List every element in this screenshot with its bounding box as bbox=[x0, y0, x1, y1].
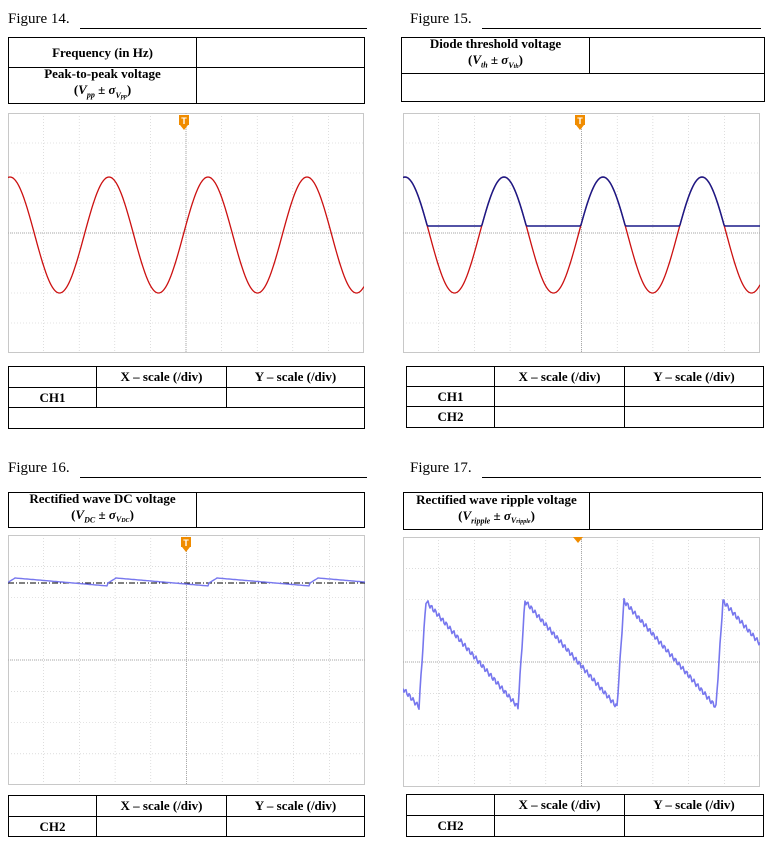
threshold-label: Diode threshold voltage bbox=[429, 36, 562, 52]
dc-voltage-label: Rectified wave DC voltage bbox=[29, 490, 176, 506]
figure-16-caption-line[interactable] bbox=[80, 477, 367, 478]
ripple-voltage-label-cell: Rectified wave ripple voltage (Vripple ±… bbox=[404, 491, 590, 529]
trigger-arrow-icon bbox=[180, 125, 188, 130]
figure-15-oscilloscope-screen: T bbox=[403, 113, 760, 353]
threshold-symbol: (Vth ± σVth) bbox=[467, 52, 524, 70]
peak-to-peak-label-cell: Peak-to-peak voltage (Vpp ± σVpp) bbox=[9, 66, 197, 103]
ch1-sine-trace bbox=[8, 176, 364, 294]
peak-to-peak-label: Peak-to-peak voltage bbox=[44, 66, 161, 82]
x-scale-header: X – scale (/div) bbox=[97, 367, 227, 388]
y-scale-header-text: Y – scale (/div) bbox=[653, 797, 735, 812]
y-scale-header: Y – scale (/div) bbox=[227, 367, 364, 388]
frequency-value-cell[interactable] bbox=[197, 38, 364, 68]
figure-15-measurement-table: Diode threshold voltage (Vth ± σVth) bbox=[401, 36, 765, 102]
figure-14-scope-svg: T bbox=[8, 113, 364, 353]
ch2-x-scale-value[interactable] bbox=[495, 407, 625, 427]
scale-corner-cell bbox=[407, 795, 495, 816]
peak-to-peak-symbol: (Vpp ± σVpp) bbox=[73, 82, 132, 100]
figure-14-scale-table: X – scale (/div) Y – scale (/div) CH1 bbox=[8, 366, 365, 429]
x-scale-header-text: X – scale (/div) bbox=[120, 369, 203, 384]
y-scale-header: Y – scale (/div) bbox=[227, 796, 364, 817]
figure-15-scope-svg: T bbox=[403, 113, 760, 353]
figure-16-measurement-table: Rectified wave DC voltage (VDC ± σVDC) bbox=[8, 490, 365, 528]
figure-17-caption-line[interactable] bbox=[482, 477, 761, 478]
frequency-label-cell: Frequency (in Hz) bbox=[9, 38, 197, 68]
y-scale-header: Y – scale (/div) bbox=[625, 367, 763, 387]
figure-15-scale-table: X – scale (/div) Y – scale (/div) CH1 CH… bbox=[406, 366, 764, 428]
figure-17-scope-svg bbox=[403, 537, 760, 787]
ripple-voltage-symbol: (Vripple ± σVripple) bbox=[458, 507, 535, 526]
dc-voltage-symbol: (VDC ± σVDC) bbox=[71, 506, 134, 525]
ch2-ripple-trace bbox=[403, 597, 760, 710]
figure-16-scope-svg: T bbox=[8, 535, 365, 785]
ch1-label-text: CH1 bbox=[39, 389, 66, 405]
x-scale-header-text: X – scale (/div) bbox=[518, 797, 601, 812]
threshold-value-cell[interactable] bbox=[590, 38, 764, 74]
figure-14-measurement-table: Frequency (in Hz) Peak-to-peak voltage (… bbox=[8, 37, 365, 104]
trigger-marker-label: T bbox=[577, 116, 583, 126]
y-scale-header: Y – scale (/div) bbox=[625, 795, 763, 816]
peak-to-peak-value-cell[interactable] bbox=[197, 68, 364, 103]
ch2-label-text: CH2 bbox=[437, 818, 464, 833]
figure-15-title: Figure 15. bbox=[410, 11, 472, 27]
scale-corner-cell bbox=[9, 796, 97, 817]
ch2-clipped-trace bbox=[403, 176, 760, 227]
figure-16-title: Figure 16. bbox=[8, 460, 70, 476]
scale-corner-cell bbox=[407, 367, 495, 387]
ch1-y-scale-value[interactable] bbox=[625, 387, 763, 407]
ch2-y-scale-value[interactable] bbox=[625, 407, 763, 427]
ripple-voltage-value-cell[interactable] bbox=[590, 493, 762, 529]
trigger-arrow-icon bbox=[576, 125, 584, 130]
ch1-label: CH1 bbox=[407, 387, 495, 407]
figure-15-caption-line[interactable] bbox=[482, 28, 761, 29]
figure-17-oscilloscope-screen bbox=[403, 537, 760, 787]
ch1-label: CH1 bbox=[9, 388, 97, 408]
x-scale-header-text: X – scale (/div) bbox=[518, 368, 601, 384]
ch2-label: CH2 bbox=[9, 817, 97, 836]
trigger-marker-icon bbox=[181, 537, 191, 547]
y-scale-header-text: Y – scale (/div) bbox=[254, 369, 337, 384]
ch1-y-scale-value[interactable] bbox=[227, 388, 364, 408]
ch1-x-scale-value[interactable] bbox=[97, 388, 227, 408]
trigger-marker-icon bbox=[179, 115, 189, 125]
threshold-label-cell: Diode threshold voltage (Vth ± σVth) bbox=[402, 36, 590, 74]
x-scale-header: X – scale (/div) bbox=[495, 367, 625, 387]
figure-16-scale-table: X – scale (/div) Y – scale (/div) CH2 bbox=[8, 795, 365, 837]
figure-14-oscilloscope-screen: T bbox=[8, 113, 364, 353]
ch2-label: CH2 bbox=[407, 407, 495, 427]
x-scale-header-text: X – scale (/div) bbox=[120, 798, 203, 813]
figure-17-scale-table: X – scale (/div) Y – scale (/div) CH2 bbox=[406, 794, 764, 837]
threshold-blank-row[interactable] bbox=[402, 74, 764, 101]
figure-16-oscilloscope-screen: T bbox=[8, 535, 365, 785]
figure-17-measurement-table: Rectified wave ripple voltage (Vripple ±… bbox=[403, 492, 763, 530]
trigger-arrow-icon bbox=[573, 537, 583, 543]
ripple-voltage-label: Rectified wave ripple voltage bbox=[416, 491, 577, 507]
ch2-label: CH2 bbox=[407, 816, 495, 836]
trigger-marker-icon bbox=[575, 115, 585, 125]
y-scale-header-text: Y – scale (/div) bbox=[254, 798, 337, 813]
ch1-label-text: CH1 bbox=[437, 388, 464, 404]
frequency-label: Frequency (in Hz) bbox=[52, 44, 153, 60]
trigger-marker-label: T bbox=[181, 116, 187, 126]
figure-14-caption-line[interactable] bbox=[80, 28, 367, 29]
dc-voltage-value-cell[interactable] bbox=[197, 493, 364, 527]
ch2-x-scale-value[interactable] bbox=[97, 817, 227, 836]
x-scale-header: X – scale (/div) bbox=[495, 795, 625, 816]
figure-14-title: Figure 14. bbox=[8, 11, 70, 27]
trigger-marker-label: T bbox=[183, 538, 189, 548]
ch2-label-text: CH2 bbox=[437, 409, 464, 424]
ch2-x-scale-value[interactable] bbox=[495, 816, 625, 836]
ch2-y-scale-value[interactable] bbox=[227, 817, 364, 836]
trigger-arrow-icon bbox=[182, 547, 190, 552]
ch2-y-scale-value[interactable] bbox=[625, 816, 763, 836]
y-scale-header-text: Y – scale (/div) bbox=[653, 368, 735, 384]
figure-17-title: Figure 17. bbox=[410, 460, 472, 476]
ch2-label-text: CH2 bbox=[39, 818, 66, 834]
dc-voltage-label-cell: Rectified wave DC voltage (VDC ± σVDC) bbox=[9, 490, 197, 527]
ch1-x-scale-value[interactable] bbox=[495, 387, 625, 407]
ch2-dc-trace bbox=[8, 577, 365, 587]
blank-row bbox=[9, 408, 364, 428]
scale-corner-cell bbox=[9, 367, 97, 388]
x-scale-header: X – scale (/div) bbox=[97, 796, 227, 817]
